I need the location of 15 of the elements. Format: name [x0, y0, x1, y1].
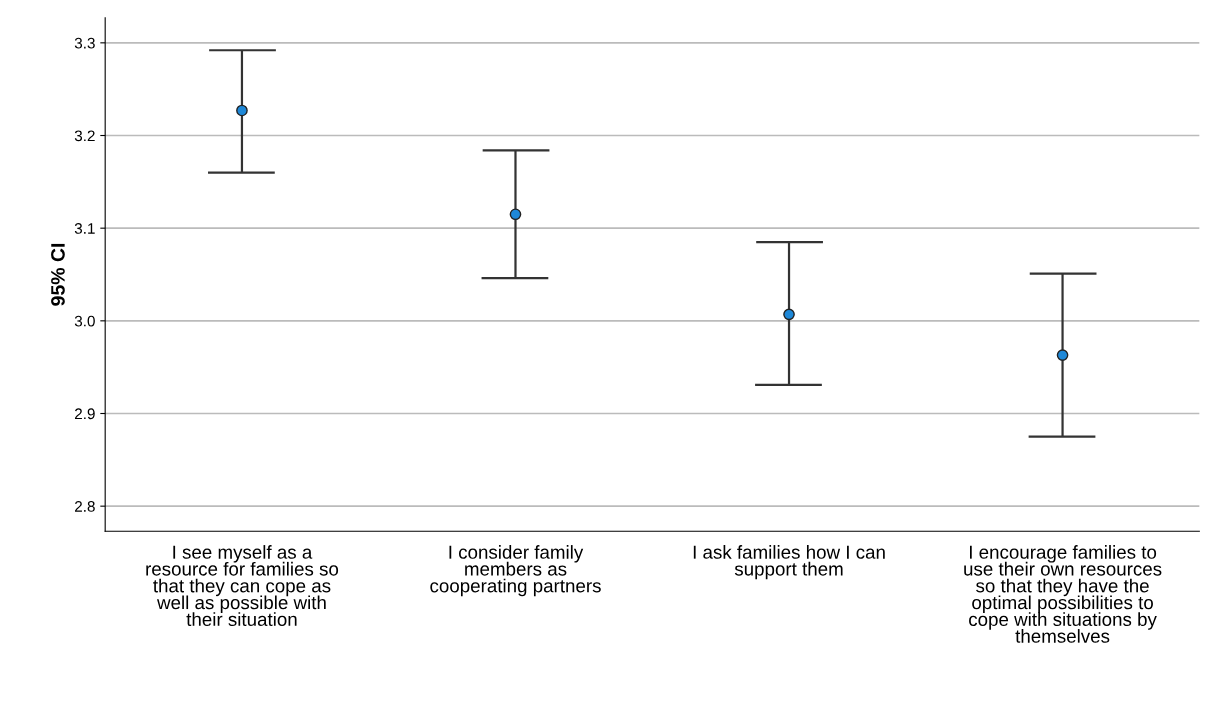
- x-tick-label: I see myself as a resource for families so that they can cope as well as possible with their situation: [146, 545, 339, 627]
- point: [509, 208, 522, 221]
- point: [783, 308, 795, 321]
- y-tick-label: 3.1: [74, 223, 95, 234]
- x-tick-label: I consider family members as cooperating partners: [430, 545, 601, 597]
- y-axis-title: 95% CI: [51, 243, 65, 306]
- point: [1056, 349, 1069, 361]
- y-tick-label: 3.0: [74, 315, 95, 327]
- x-tick-label: I encourage families to use their own resources so that they have the optimal possibilities to cope with situations by themselves: [964, 545, 1162, 643]
- y-tick-label: 2.8: [74, 501, 95, 512]
- x-tick-label: I ask families how I can support them: [693, 545, 885, 580]
- y-tick-label: 3.2: [74, 130, 95, 142]
- y-tick-label: 3.3: [74, 37, 95, 49]
- y-tick-label: 2.9: [74, 408, 95, 420]
- point: [236, 104, 248, 117]
